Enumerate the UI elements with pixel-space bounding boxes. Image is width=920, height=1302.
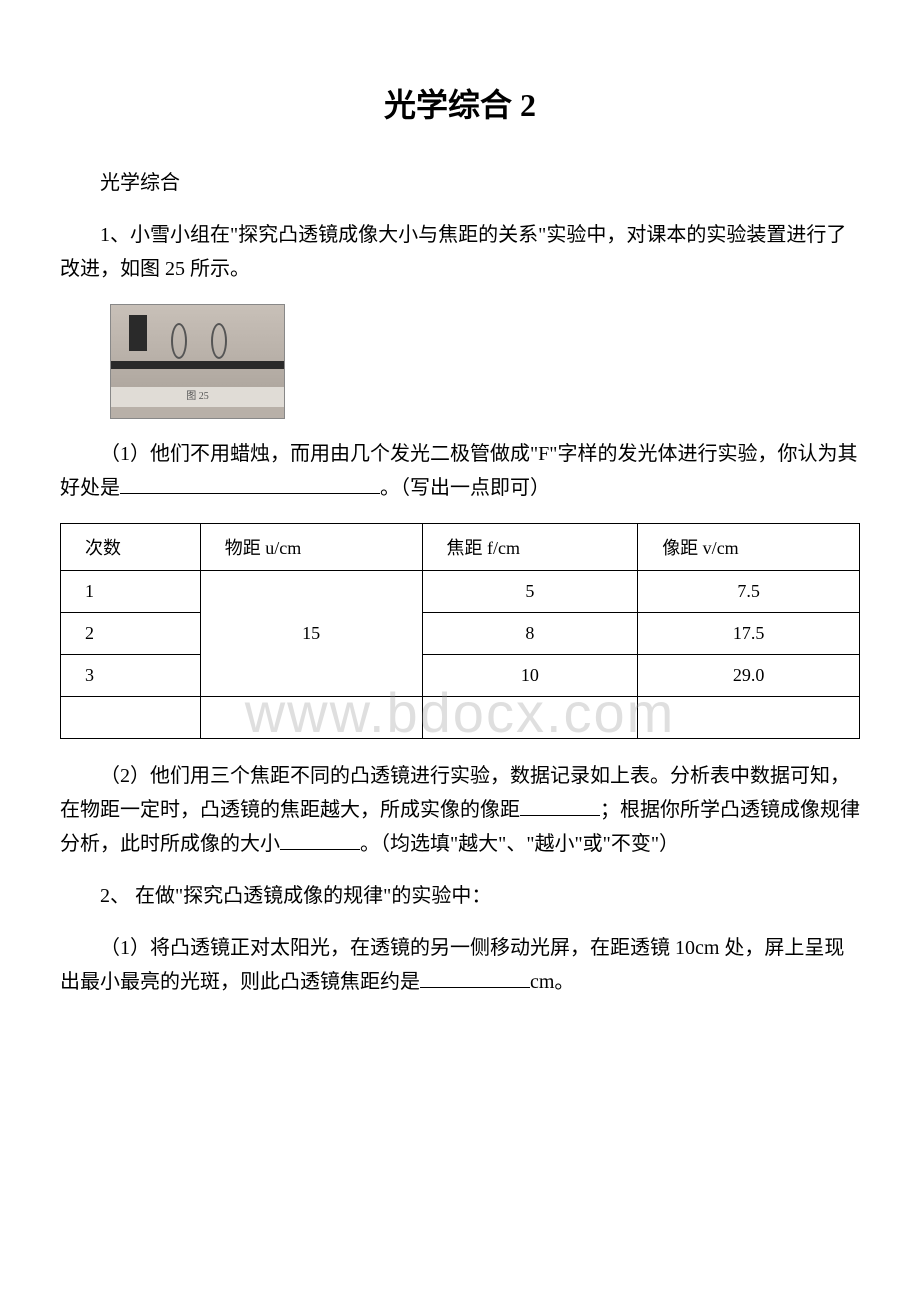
q2-part1-post: cm。 bbox=[530, 971, 574, 993]
q1-part2-post: 。（均选填"越大"、"越小"或"不变"） bbox=[360, 833, 679, 855]
page-title: 光学综合 2 bbox=[60, 80, 860, 126]
cell-f-2: 8 bbox=[422, 613, 638, 655]
experiment-diagram: 图 25 bbox=[110, 304, 285, 419]
cell-f-1: 5 bbox=[422, 571, 638, 613]
table-row-empty bbox=[61, 697, 860, 739]
header-f: 焦距 f/cm bbox=[422, 524, 638, 571]
cell-num-2: 2 bbox=[61, 613, 201, 655]
figure-25: 图 25 bbox=[110, 304, 860, 419]
blank-input-4[interactable] bbox=[420, 987, 530, 988]
q1-part1-post: 。（写出一点即可） bbox=[380, 477, 550, 499]
data-table: 次数 物距 u/cm 焦距 f/cm 像距 v/cm 1 15 5 7.5 2 … bbox=[60, 523, 860, 739]
optical-rail bbox=[111, 361, 284, 369]
f-light-source bbox=[129, 315, 147, 351]
cell-f-3: 10 bbox=[422, 655, 638, 697]
subtitle-text: 光学综合 bbox=[60, 166, 860, 200]
cell-num-3: 3 bbox=[61, 655, 201, 697]
table-row: 2 8 17.5 bbox=[61, 613, 860, 655]
lens-icon bbox=[171, 323, 187, 359]
q2-intro: 2、 在做"探究凸透镜成像的规律"的实验中： bbox=[60, 879, 860, 913]
table-header-row: 次数 物距 u/cm 焦距 f/cm 像距 v/cm bbox=[61, 524, 860, 571]
table-row: 1 15 5 7.5 bbox=[61, 571, 860, 613]
q1-part2: （2）他们用三个焦距不同的凸透镜进行实验，数据记录如上表。分析表中数据可知，在物… bbox=[60, 759, 860, 861]
cell-empty bbox=[638, 697, 860, 739]
figure-label: 图 25 bbox=[111, 387, 284, 407]
cell-empty bbox=[61, 697, 201, 739]
q2-part1-pre: （1）将凸透镜正对太阳光，在透镜的另一侧移动光屏，在距透镜 10cm 处，屏上呈… bbox=[60, 937, 844, 993]
screen-icon bbox=[211, 323, 227, 359]
q2-part1: （1）将凸透镜正对太阳光，在透镜的另一侧移动光屏，在距透镜 10cm 处，屏上呈… bbox=[60, 931, 860, 999]
blank-input-1[interactable] bbox=[120, 493, 380, 494]
cell-num-1: 1 bbox=[61, 571, 201, 613]
blank-input-2[interactable] bbox=[520, 815, 600, 816]
q1-part1: （1）他们不用蜡烛，而用由几个发光二极管做成"F"字样的发光体进行实验，你认为其… bbox=[60, 437, 860, 505]
cell-u-merged: 15 bbox=[200, 571, 422, 697]
header-num: 次数 bbox=[61, 524, 201, 571]
cell-v-1: 7.5 bbox=[638, 571, 860, 613]
header-u: 物距 u/cm bbox=[200, 524, 422, 571]
table-row: 3 10 29.0 bbox=[61, 655, 860, 697]
cell-empty bbox=[200, 697, 422, 739]
cell-v-2: 17.5 bbox=[638, 613, 860, 655]
header-v: 像距 v/cm bbox=[638, 524, 860, 571]
cell-v-3: 29.0 bbox=[638, 655, 860, 697]
blank-input-3[interactable] bbox=[280, 849, 360, 850]
q1-intro: 1、小雪小组在"探究凸透镜成像大小与焦距的关系"实验中，对课本的实验装置进行了改… bbox=[60, 218, 860, 286]
cell-empty bbox=[422, 697, 638, 739]
